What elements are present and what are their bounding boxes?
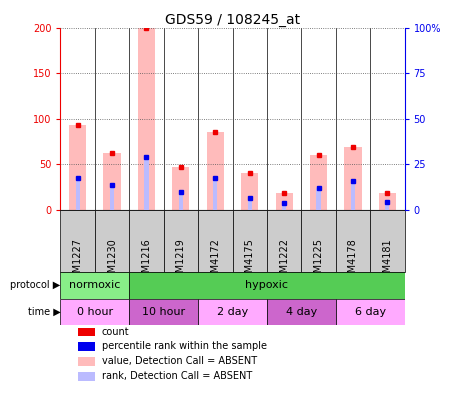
Bar [213,178,217,210]
Text: GSM1225: GSM1225 [313,238,324,285]
Text: GSM1222: GSM1222 [279,238,289,285]
Bar [76,178,80,210]
Text: 6 day: 6 day [355,307,385,317]
FancyBboxPatch shape [164,210,198,272]
FancyBboxPatch shape [370,210,405,272]
Bar [69,125,86,210]
Text: GSM1219: GSM1219 [176,238,186,285]
Text: 10 hour: 10 hour [142,307,185,317]
Text: count: count [102,327,129,337]
FancyBboxPatch shape [60,210,95,272]
Bar [317,188,320,210]
Bar [385,202,389,210]
Bar [206,132,224,210]
Bar [267,299,336,325]
Text: hypoxic: hypoxic [246,280,288,290]
Text: GSM4178: GSM4178 [348,238,358,285]
Text: normoxic: normoxic [69,280,120,290]
Text: time ▶: time ▶ [28,307,60,317]
Text: 4 day: 4 day [286,307,317,317]
Bar [145,157,148,210]
Bar [241,173,259,210]
Bar [310,155,327,210]
Bar [103,153,121,210]
Bar [172,167,190,210]
Bar [198,299,267,325]
FancyBboxPatch shape [267,210,301,272]
FancyBboxPatch shape [232,210,267,272]
Bar [78,357,95,366]
Bar [379,194,396,210]
Text: percentile rank within the sample: percentile rank within the sample [102,341,267,351]
Text: GSM1227: GSM1227 [73,238,83,285]
Bar [129,272,405,299]
Text: GSM1216: GSM1216 [141,238,152,285]
Bar [276,194,293,210]
Text: value, Detection Call = ABSENT: value, Detection Call = ABSENT [102,356,257,366]
Bar [282,203,286,210]
Bar [78,327,95,336]
FancyBboxPatch shape [336,210,370,272]
Bar [129,299,198,325]
Bar [110,185,114,210]
Bar [336,299,405,325]
Text: GSM4181: GSM4181 [382,238,392,285]
Bar [60,272,129,299]
FancyBboxPatch shape [95,210,129,272]
Bar [78,372,95,381]
Bar [138,28,155,210]
FancyBboxPatch shape [301,210,336,272]
Title: GDS59 / 108245_at: GDS59 / 108245_at [165,13,300,27]
Text: rank, Detection Call = ABSENT: rank, Detection Call = ABSENT [102,371,252,381]
Bar [351,181,355,210]
Text: protocol ▶: protocol ▶ [10,280,60,290]
Bar [179,192,183,210]
Bar [248,198,252,210]
Text: GSM4172: GSM4172 [210,238,220,285]
Text: GSM4175: GSM4175 [245,238,255,285]
FancyBboxPatch shape [198,210,232,272]
Text: 0 hour: 0 hour [77,307,113,317]
FancyBboxPatch shape [129,210,164,272]
Text: 2 day: 2 day [217,307,248,317]
Text: GSM1230: GSM1230 [107,238,117,285]
Bar [344,147,362,210]
Bar [78,343,95,351]
Bar [60,299,129,325]
